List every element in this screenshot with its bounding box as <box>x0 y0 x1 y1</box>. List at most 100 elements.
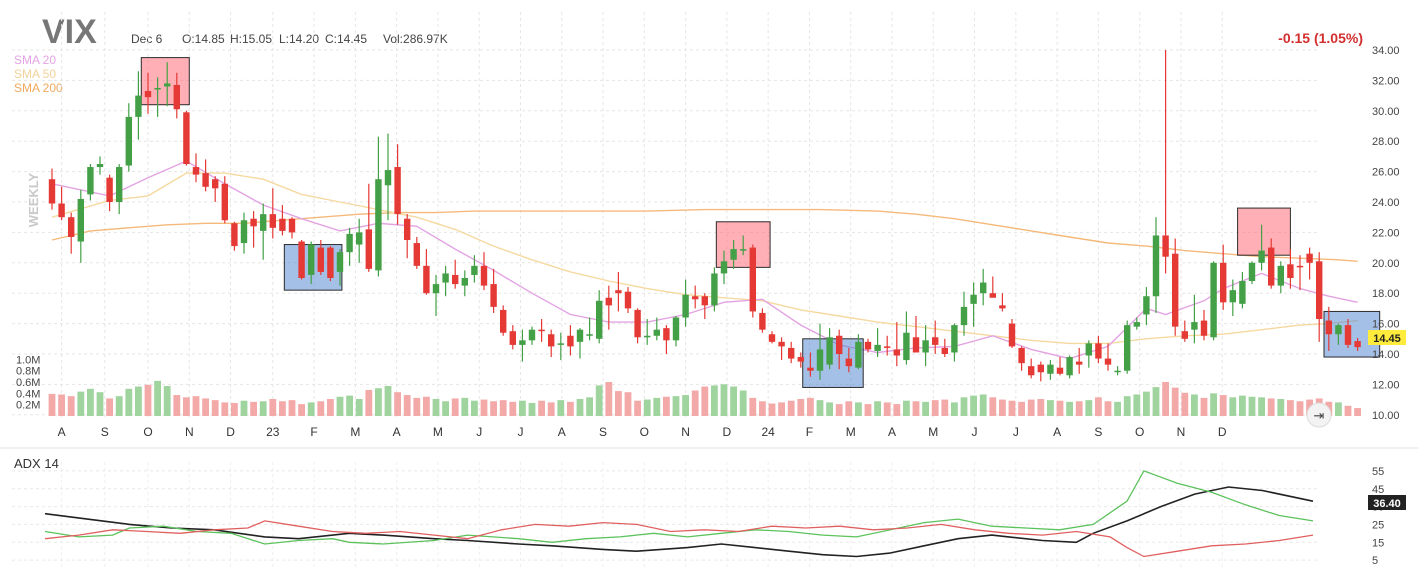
candle-body <box>644 335 651 338</box>
candle-body <box>1008 323 1016 347</box>
candle-body <box>1287 264 1294 278</box>
volume-bar <box>115 396 123 416</box>
volume-bar <box>999 399 1006 416</box>
candle-body <box>413 243 420 266</box>
volume-bar <box>931 400 939 416</box>
candle-body <box>404 218 411 240</box>
candlesticks <box>48 50 1361 382</box>
candle-body <box>576 329 584 342</box>
volume-bar <box>96 392 104 416</box>
x-tick-label: A <box>58 425 66 439</box>
scroll-to-latest-button[interactable] <box>1306 402 1332 428</box>
candle-body <box>951 325 958 353</box>
volume-bar <box>643 399 651 416</box>
volume-bar <box>451 398 459 416</box>
candle-body <box>384 170 392 186</box>
adx-grid <box>12 462 1318 569</box>
highlight-box-bottom <box>802 338 864 388</box>
volume-bar <box>759 401 766 416</box>
price-axis: 34.00 32.00 30.00 28.00 26.00 24.00 22.00 20.00… <box>1372 45 1400 422</box>
candle-body <box>423 265 430 294</box>
candle-body <box>596 300 603 339</box>
candle-body <box>922 340 929 353</box>
adx-tick-label: 45 <box>1372 484 1384 496</box>
volume-bar <box>739 390 747 416</box>
volume-bar <box>576 399 584 416</box>
x-tick-label: A <box>393 425 401 439</box>
adx-lines <box>44 470 1314 558</box>
x-tick-label: J <box>517 425 523 439</box>
ohlc-date: Dec 6 <box>131 32 163 46</box>
candle-body <box>308 244 315 275</box>
volume-bar <box>365 389 373 416</box>
adx-tick-label: 25 <box>1372 519 1384 531</box>
candle-body <box>87 167 94 195</box>
candle-body <box>480 265 488 286</box>
volume-bar <box>1258 397 1265 416</box>
candle-body <box>912 337 920 353</box>
volume-bar <box>1191 394 1198 416</box>
volume-bar <box>1219 395 1227 416</box>
candle-body <box>461 278 468 286</box>
volume-bar <box>567 401 574 416</box>
candle-body <box>989 293 996 298</box>
adx-last-badge: 36.40 <box>1373 498 1401 510</box>
candle-body <box>1066 357 1073 376</box>
volume-bar <box>461 397 469 416</box>
candle-body <box>116 167 123 202</box>
volume-bar <box>586 397 593 416</box>
adx-title: ADX 14 <box>14 456 59 471</box>
volume-bar <box>557 400 565 416</box>
candle-body <box>327 247 334 278</box>
candle-body <box>221 183 228 221</box>
candle-body <box>730 249 737 260</box>
candle-body <box>298 241 305 278</box>
candle-body <box>960 306 968 326</box>
volume-bar <box>1248 396 1256 416</box>
candle-body <box>1258 250 1265 263</box>
candle-body <box>759 312 766 330</box>
candle-body <box>1114 370 1121 373</box>
x-tick-label: O <box>640 425 649 439</box>
y-tick-label: 30.00 <box>1372 106 1400 118</box>
volume-bar <box>787 400 795 416</box>
candle-body <box>672 317 680 341</box>
volume-bar <box>1229 397 1237 416</box>
volume-bar <box>202 398 209 416</box>
candle-body <box>442 273 449 283</box>
legend-sma50: SMA 50 <box>14 67 56 81</box>
volume-bar <box>259 401 267 416</box>
candle-body <box>1028 366 1035 376</box>
x-tick-label: M <box>846 425 856 439</box>
candle-body <box>634 309 641 338</box>
candle-body <box>183 112 190 164</box>
candle-body <box>336 252 344 272</box>
volume-bar <box>960 397 968 416</box>
candle-body <box>711 273 718 306</box>
volume-bar <box>749 397 757 416</box>
candle-body <box>1210 262 1217 338</box>
volume-bar <box>778 402 785 416</box>
volume-bar <box>336 396 344 416</box>
x-tick-label: M <box>350 425 360 439</box>
candle-body <box>106 177 113 202</box>
x-tick-label: O <box>143 425 152 439</box>
volume-tick-label: 1.0M <box>16 354 40 366</box>
volume-bar <box>211 400 219 416</box>
candle-body <box>500 309 507 333</box>
ohlc-close: C:14.45 <box>325 32 367 46</box>
volume-bar <box>1143 391 1150 416</box>
volume-bar <box>1277 399 1285 416</box>
grid <box>12 12 1318 420</box>
candle-body <box>845 358 852 367</box>
candle-body <box>884 346 891 348</box>
candle-body <box>394 167 401 215</box>
candle-body <box>1037 364 1044 373</box>
candle-body <box>874 344 881 351</box>
candle-body <box>1277 265 1284 286</box>
volume-bar <box>1085 400 1093 416</box>
volume-bar <box>1287 400 1294 416</box>
ohlc-open: O:14.85 <box>182 32 225 46</box>
volume-bar <box>1066 401 1073 416</box>
volume-bar <box>154 380 161 416</box>
